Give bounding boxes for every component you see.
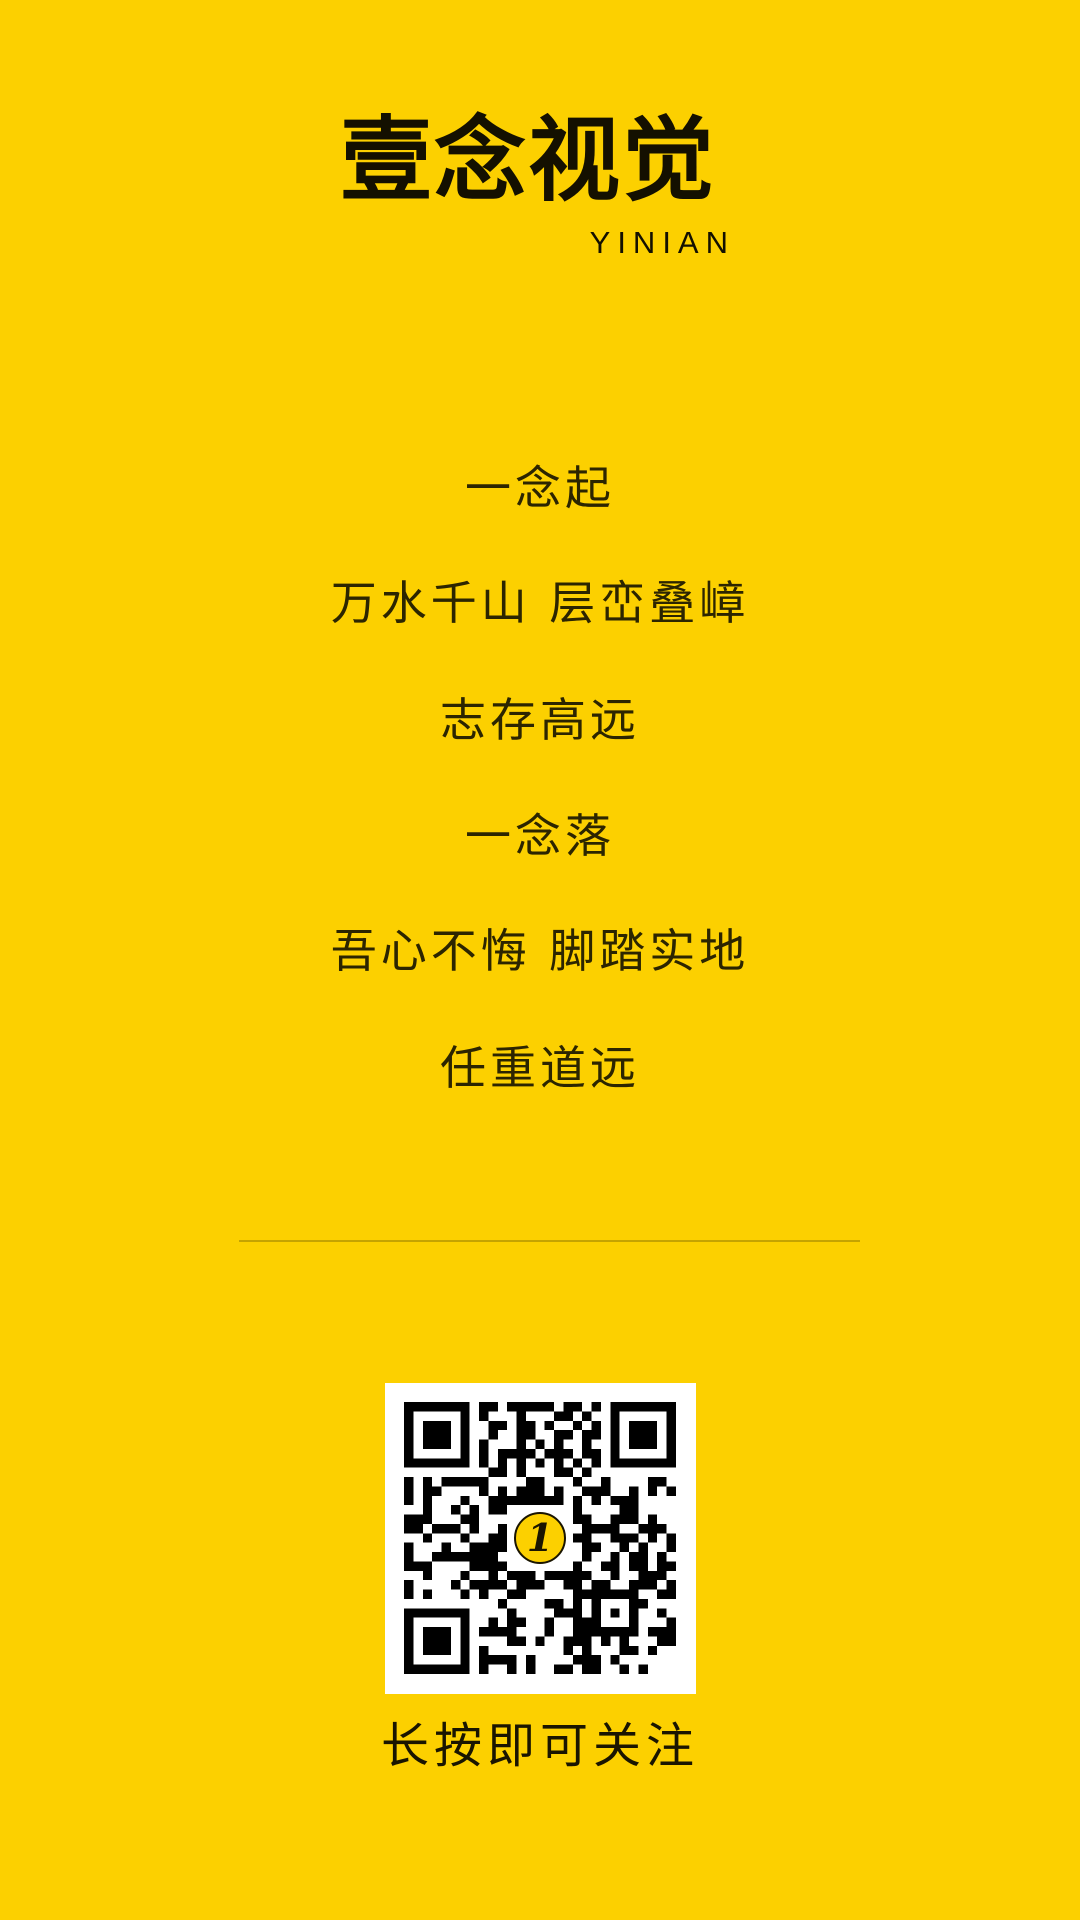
poem-line: 一念落	[465, 809, 615, 863]
qr-code-pattern	[404, 1402, 676, 1674]
brand-subtitle: YINIAN	[589, 225, 735, 260]
yinian-logo-icon: 1	[509, 1507, 571, 1569]
poem-line: 志存高远	[440, 693, 640, 747]
qr-code[interactable]: 1	[385, 1383, 696, 1694]
brand-logo: 壹念视觉 YINIAN	[340, 110, 740, 270]
follow-instruction: 长按即可关注	[380, 1718, 699, 1774]
poem-line: 任重道远	[440, 1041, 640, 1095]
divider	[239, 1240, 860, 1242]
poem-line: 万水千山 层峦叠嶂	[330, 576, 750, 630]
poem-line: 吾心不悔 脚踏实地	[330, 924, 750, 978]
poem-line: 一念起	[465, 461, 615, 515]
qr-logo-number: 1	[514, 1512, 566, 1564]
brand-title: 壹念视觉	[340, 106, 717, 214]
